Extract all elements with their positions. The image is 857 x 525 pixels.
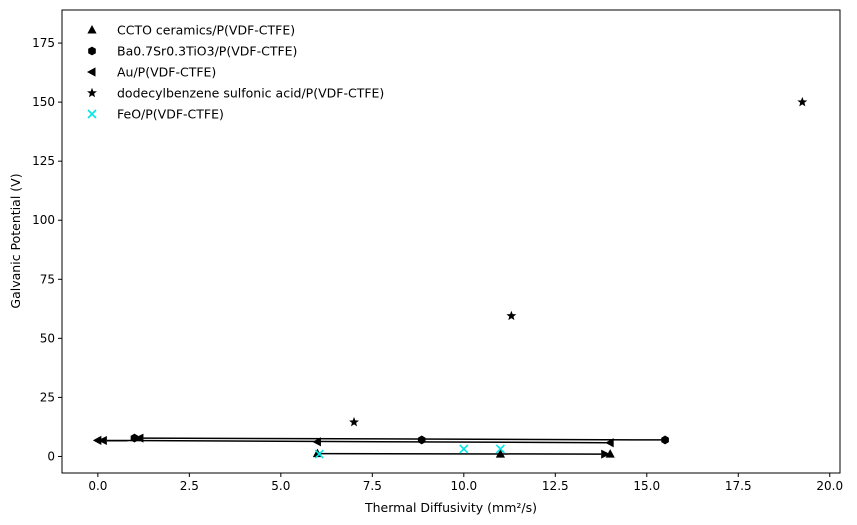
x-tick-label: 7.5: [363, 479, 382, 493]
data-point: [312, 437, 321, 447]
y-tick-label: 150: [32, 95, 55, 109]
x-tick-label: 17.5: [725, 479, 752, 493]
legend-label: dodecylbenzene sulfonic acid/P(VDF-CTFE): [117, 86, 384, 101]
data-points: [92, 96, 808, 459]
x-tick-label: 10.0: [450, 479, 477, 493]
series-arrows: [97, 433, 666, 459]
y-axis-label: Galvanic Potential (V): [8, 173, 23, 308]
data-point: [797, 96, 808, 107]
legend-marker: [87, 109, 97, 119]
plot-area: [61, 9, 841, 474]
data-point: [92, 435, 102, 446]
y-tick-label: 0: [47, 449, 55, 463]
legend-marker: [87, 87, 97, 98]
y-tick-label: 25: [40, 390, 55, 404]
y-tick-label: 50: [40, 331, 55, 345]
legend-label: Au/P(VDF-CTFE): [117, 65, 216, 80]
y-tick-label: 125: [32, 154, 55, 168]
data-point: [661, 435, 669, 445]
arrow-line: [106, 439, 611, 444]
x-axis-ticks: 0.0 2.5 5.0 7.5 10.0 12.5 15.0 17.5 20.0: [88, 473, 843, 493]
x-tick-label: 0.0: [88, 479, 107, 493]
data-point: [495, 449, 506, 458]
data-point: [130, 433, 139, 443]
x-tick-label: 20.0: [816, 479, 843, 493]
data-point: [417, 435, 426, 445]
x-tick-label: 5.0: [271, 479, 290, 493]
data-point: [506, 310, 517, 321]
legend: CCTO ceramics/P(VDF-CTFE) Ba0.7Sr0.3TiO3/…: [87, 23, 384, 122]
x-tick-label: 15.0: [633, 479, 660, 493]
data-point: [459, 444, 469, 454]
y-tick-label: 75: [40, 272, 55, 286]
legend-marker: [87, 67, 96, 77]
x-tick-label: 2.5: [180, 479, 199, 493]
y-tick-label: 100: [32, 213, 55, 227]
data-point: [605, 449, 615, 458]
arrow-line: [143, 437, 666, 441]
data-point: [349, 417, 359, 427]
legend-label: Ba0.7Sr0.3TiO3/P(VDF-CTFE): [117, 44, 297, 59]
arrow-head: [97, 435, 107, 445]
legend-marker: [88, 46, 96, 56]
x-tick-label: 12.5: [542, 479, 569, 493]
data-point: [495, 444, 505, 454]
x-axis-label: Thermal Diffusivity (mm²/s): [364, 500, 537, 515]
data-point: [314, 449, 324, 459]
y-axis-ticks: 0 25 50 75 100 125 150 175: [32, 36, 62, 463]
legend-marker: [87, 25, 97, 34]
arrow-head: [601, 449, 611, 459]
y-tick-label: 175: [32, 36, 55, 50]
legend-label: CCTO ceramics/P(VDF-CTFE): [117, 23, 295, 38]
data-point: [605, 438, 614, 448]
legend-label: FeO/P(VDF-CTFE): [117, 107, 224, 122]
